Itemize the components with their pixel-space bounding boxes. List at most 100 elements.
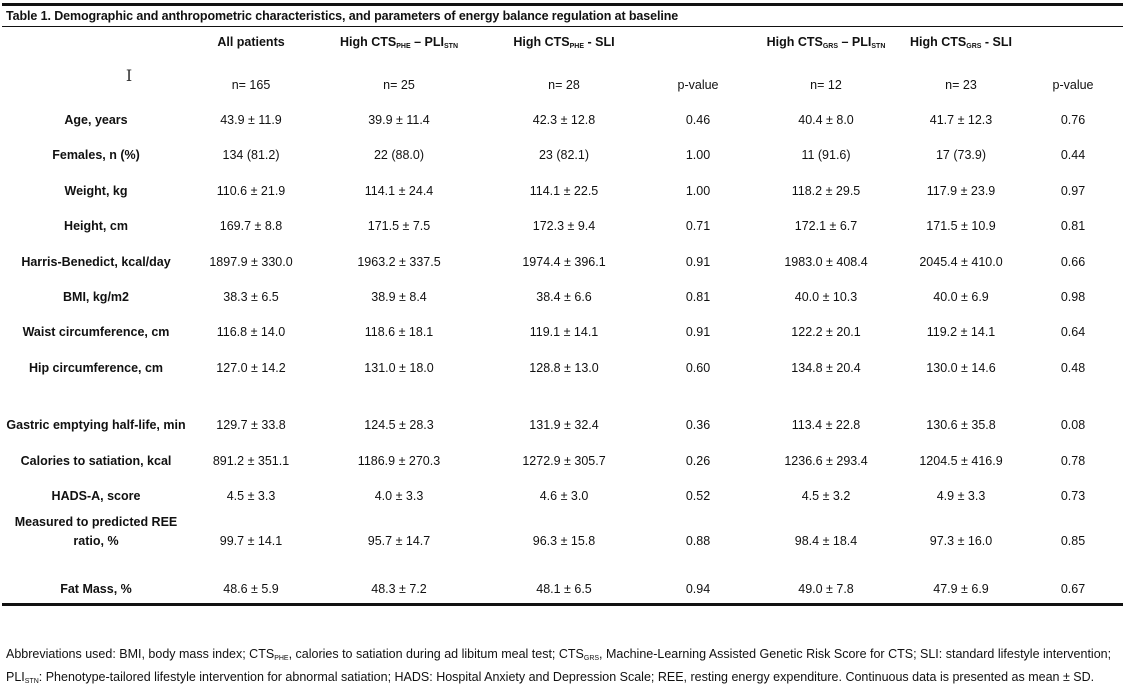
table-cell: 41.7 ± 12.3 xyxy=(929,113,993,127)
footnote: Abbreviations used: BMI, body mass index… xyxy=(6,647,1112,685)
row-label: Weight, kg xyxy=(64,184,128,198)
row-label: Gastric emptying half-life, min xyxy=(6,418,186,432)
column-header: All patients xyxy=(217,35,285,49)
table-cell: 134 (81.2) xyxy=(222,148,280,162)
table-cell: 0.71 xyxy=(685,219,711,233)
table-cell: 134.8 ± 20.4 xyxy=(791,361,861,375)
table-cell: 40.4 ± 8.0 xyxy=(798,113,854,127)
table-cell: 1.00 xyxy=(685,148,711,162)
table-cell: 0.91 xyxy=(685,255,711,269)
table-cell: 124.5 ± 28.3 xyxy=(364,418,434,432)
table-cell: 0.73 xyxy=(1060,489,1086,503)
text-cursor-icon: I xyxy=(125,66,133,85)
row-label: Females, n (%) xyxy=(52,148,140,162)
row-label: Fat Mass, % xyxy=(60,582,132,596)
table-cell: 43.9 ± 11.9 xyxy=(220,113,282,127)
table-cell: 119.2 ± 14.1 xyxy=(926,325,996,339)
table-cell: 891.2 ± 351.1 xyxy=(212,454,290,468)
table-cell: 131.0 ± 18.0 xyxy=(364,361,434,375)
table-cell: 0.66 xyxy=(1060,255,1086,269)
table-cell: 39.9 ± 11.4 xyxy=(368,113,430,127)
row-label: Age, years xyxy=(64,113,128,127)
column-n: p-value xyxy=(677,78,719,92)
table-cell: 40.0 ± 6.9 xyxy=(933,290,989,304)
table-cell: 0.81 xyxy=(1060,219,1086,233)
table-cell: 1272.9 ± 305.7 xyxy=(522,454,606,468)
column-header: High CTSGRS – PLISTN xyxy=(766,35,886,50)
row-label: Waist circumference, cm xyxy=(22,325,170,339)
table-cell: 119.1 ± 14.1 xyxy=(529,325,599,339)
table-cell: 130.0 ± 14.6 xyxy=(926,361,996,375)
table-cell: 0.88 xyxy=(685,534,711,548)
table-cell: 130.6 ± 35.8 xyxy=(926,418,996,432)
row-label: BMI, kg/m2 xyxy=(63,290,129,304)
row-label: HADS-A, score xyxy=(51,489,141,503)
table-cell: 114.1 ± 24.4 xyxy=(364,184,434,198)
table-cell: 117.9 ± 23.9 xyxy=(926,184,996,198)
table-cell: 128.8 ± 13.0 xyxy=(529,361,599,375)
table-cell: 0.46 xyxy=(685,113,711,127)
row-label: Harris-Benedict, kcal/day xyxy=(21,255,171,269)
row-label: Calories to satiation, kcal xyxy=(20,454,172,468)
table-cell: 2045.4 ± 410.0 xyxy=(919,255,1003,269)
table-cell: 129.7 ± 33.8 xyxy=(216,418,286,432)
table-cell: 48.6 ± 5.9 xyxy=(223,582,279,596)
row-label-line2: ratio, % xyxy=(73,534,119,548)
column-n: n= 12 xyxy=(810,78,842,92)
table-cell: 113.4 ± 22.8 xyxy=(791,418,861,432)
table-cell: 99.7 ± 14.1 xyxy=(219,534,283,548)
table-cell: 127.0 ± 14.2 xyxy=(216,361,286,375)
table-cell: 97.3 ± 16.0 xyxy=(929,534,993,548)
table-cell: 4.9 ± 3.3 xyxy=(936,489,986,503)
bottom-rule xyxy=(2,603,1123,606)
table-cell: 0.85 xyxy=(1060,534,1086,548)
table-cell: 172.1 ± 6.7 xyxy=(794,219,858,233)
table-cell: 0.44 xyxy=(1060,148,1086,162)
table-cell: 171.5 ± 7.5 xyxy=(367,219,431,233)
table-cell: 0.52 xyxy=(685,489,711,503)
table-cell: 95.7 ± 14.7 xyxy=(367,534,431,548)
table-cell: 131.9 ± 32.4 xyxy=(529,418,599,432)
table-cell: 0.67 xyxy=(1060,582,1086,596)
table-cell: 42.3 ± 12.8 xyxy=(532,113,596,127)
table-cell: 4.5 ± 3.3 xyxy=(226,489,276,503)
table-cell: 48.3 ± 7.2 xyxy=(371,582,427,596)
table-cell: 38.3 ± 6.5 xyxy=(223,290,279,304)
table-cell: 122.2 ± 20.1 xyxy=(791,325,861,339)
column-n: n= 23 xyxy=(945,78,977,92)
table-cell: 1186.9 ± 270.3 xyxy=(357,454,441,468)
table-cell: 1.00 xyxy=(685,184,711,198)
table-cell: 1974.4 ± 396.1 xyxy=(522,255,606,269)
table-cell: 1983.0 ± 408.4 xyxy=(784,255,868,269)
table-cell: 110.6 ± 21.9 xyxy=(216,184,286,198)
row-label: Height, cm xyxy=(64,219,128,233)
column-n: n= 25 xyxy=(383,78,415,92)
table-cell: 4.6 ± 3.0 xyxy=(539,489,589,503)
table-cell: 118.6 ± 18.1 xyxy=(364,325,434,339)
table-cell: 118.2 ± 29.5 xyxy=(791,184,861,198)
table-cell: 0.91 xyxy=(685,325,711,339)
table-cell: 0.48 xyxy=(1060,361,1086,375)
column-header: High CTSPHE – PLISTN xyxy=(340,35,458,50)
table-cell: 169.7 ± 8.8 xyxy=(219,219,283,233)
column-n: n= 165 xyxy=(231,78,271,92)
table-cell: 0.98 xyxy=(1060,290,1086,304)
table-cell: 0.08 xyxy=(1060,418,1086,432)
table-cell: 17 (73.9) xyxy=(935,148,987,162)
table-cell: 172.3 ± 9.4 xyxy=(532,219,596,233)
table-cell: 47.9 ± 6.9 xyxy=(933,582,989,596)
table-cell: 0.60 xyxy=(685,361,711,375)
table-cell: 38.4 ± 6.6 xyxy=(536,290,592,304)
column-header: High CTSGRS - SLI xyxy=(910,35,1012,50)
table-cell: 0.94 xyxy=(685,582,711,596)
column-header: High CTSPHE - SLI xyxy=(513,35,615,50)
table-cell: 0.78 xyxy=(1060,454,1086,468)
table-cell: 38.9 ± 8.4 xyxy=(371,290,427,304)
table-cell: 1897.9 ± 330.0 xyxy=(209,255,293,269)
table-cell: 0.64 xyxy=(1060,325,1086,339)
table-cell: 23 (82.1) xyxy=(538,148,590,162)
table-cell: 22 (88.0) xyxy=(373,148,425,162)
table-cell: 98.4 ± 18.4 xyxy=(794,534,858,548)
table-cell: 40.0 ± 10.3 xyxy=(794,290,858,304)
table-cell: 49.0 ± 7.8 xyxy=(798,582,854,596)
